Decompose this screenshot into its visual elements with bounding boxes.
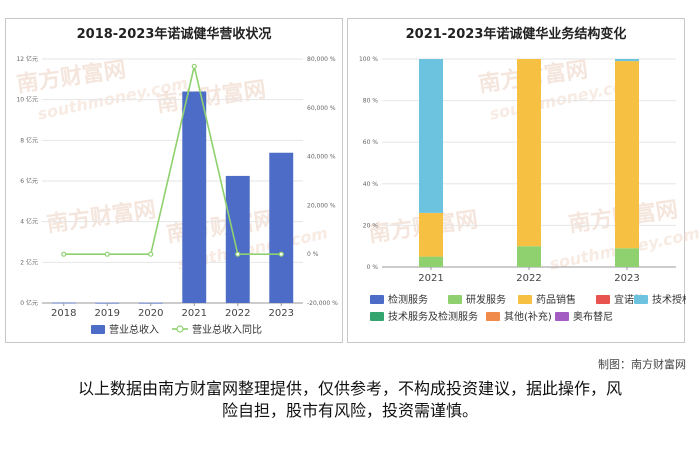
structure-chart-panel: 2021-2023年诺诚健华业务结构变化 南方财富网 南方财富网 southmo… [347,18,700,343]
stack-segment [615,248,639,267]
y-tick-label: 8 亿元 [20,136,38,144]
y-tick-label: 10 亿元 [16,96,38,104]
stack-segment [419,256,443,267]
y-tick-label: 40 % [363,181,379,188]
disclaimer-line: 险自担，股市有风险，投资需谨慎。 [221,401,478,420]
revenue-chart-title: 2018-2023年诺诚健华营收状况 [76,27,272,42]
yoy-line [63,66,282,255]
chart-credit: 制图：南方财富网 [598,358,686,371]
structure-chart-title: 2021-2023年诺诚健华业务结构变化 [405,27,627,42]
y-tick-label: 60 % [363,139,379,146]
x-tick-label: 2022 [516,273,541,284]
revenue-bar [225,175,250,303]
stack-segment [517,246,541,267]
x-tick-label: 2023 [269,308,294,319]
legend-swatch-revenue [91,325,105,334]
y2-tick-label: 60,000 % [307,105,336,112]
revenue-bar [51,302,76,304]
revenue-chart-panel: 2018-2023年诺诚健华营收状况 南方财富网 southmoney.com … [5,18,343,343]
x-tick-label: 2022 [225,308,250,319]
disclaimer-line: 以上数据由南方财富网整理提供，仅供参考，不构成投资建议，据此操作，风 [77,379,622,398]
legend-label: 药品销售 [536,293,576,306]
revenue-bar [269,152,294,303]
y2-tick-label: 80,000 % [307,56,336,63]
y-tick-label: 100 % [359,56,378,63]
x-tick-label: 2020 [138,308,163,319]
legend-label: 其他(补充) [504,310,552,323]
yoy-point [148,251,154,257]
disclaimer: 以上数据由南方财富网整理提供，仅供参考，不构成投资建议，据此操作，风 险自担，股… [30,378,670,422]
x-tick-label: 2019 [95,308,120,319]
y-tick-label: 0 % [367,264,379,271]
y2-tick-label: 0 % [307,251,319,258]
y-tick-label: 4 亿元 [20,218,38,226]
y-tick-label: 2 亿元 [20,258,38,266]
x-tick-label: 2021 [182,308,207,319]
yoy-point [278,251,284,257]
legend-swatch [448,295,462,304]
yoy-point [235,251,241,257]
stack-segment [419,59,443,213]
structure-chart: 0 % 20 % 40 % 60 % 80 % 100 % 2021 2022 2023 检测服务… [359,56,686,323]
legend-swatch [555,312,569,321]
legend-label: 营业总收入 [109,323,159,336]
legend-label: 检测服务 [388,293,428,306]
y-tick-label: 6 亿元 [20,177,38,185]
stack-segment [615,61,639,249]
legend-swatch [370,295,384,304]
y-tick-label: 12 亿元 [16,55,38,63]
legend-swatch [634,295,648,304]
y-tick-label: 0 亿元 [20,299,38,307]
legend-label: 营业总收入同比 [192,323,262,336]
legend-swatch [486,312,500,321]
y2-tick-label: -20,000 % [307,300,338,307]
y2-tick-label: 40,000 % [307,154,336,161]
legend-swatch-yoy-marker [176,325,184,333]
legend-swatch [518,295,532,304]
x-tick-label: 2018 [51,308,76,319]
revenue-chart: 0 亿元 2 亿元 4 亿元 6 亿元 8 亿元 10 亿元 12 亿元 -20,000 % 0… [16,55,338,336]
legend-label: 技术服务及检测服务 [388,310,478,323]
y-tick-label: 20 % [363,222,379,229]
yoy-point [191,63,197,69]
stack-segment [517,59,541,247]
x-tick-label: 2021 [418,273,443,284]
legend-label: 奥布替尼 [573,310,613,323]
legend-label: 技术授权 [652,293,686,306]
yoy-point [104,251,110,257]
revenue-bar [182,91,207,304]
legend-swatch [596,295,610,304]
y-tick-label: 80 % [363,98,379,105]
legend-label: 研发服务 [466,293,506,306]
stack-segment [419,212,443,257]
yoy-point [61,251,67,257]
stack-segment [615,59,639,62]
y2-tick-label: 20,000 % [307,202,336,209]
legend-swatch [370,312,384,321]
x-tick-label: 2023 [614,273,639,284]
